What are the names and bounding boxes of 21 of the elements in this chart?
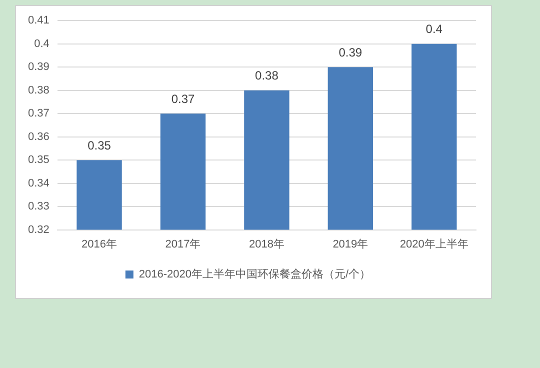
data-label: 0.39 xyxy=(338,45,362,60)
y-tick-label: 0.34 xyxy=(28,177,50,190)
data-label: 0.37 xyxy=(171,92,195,106)
x-tick-label: 2018年 xyxy=(248,238,284,250)
y-tick-label: 0.33 xyxy=(28,200,50,213)
legend-label: 2016-2020年上半年中国环保餐盒价格（元/个） xyxy=(138,268,371,281)
y-tick-label: 0.38 xyxy=(28,84,50,96)
x-tick-label: 2017年 xyxy=(165,238,201,250)
x-tick-label: 2020年上半年 xyxy=(400,237,468,250)
data-label: 0.35 xyxy=(88,138,112,152)
data-label: 0.38 xyxy=(255,68,279,83)
data-label: 0.4 xyxy=(426,22,443,36)
y-tick-label: 0.4 xyxy=(34,38,50,50)
y-tick-label: 0.36 xyxy=(28,130,50,143)
y-tick-label: 0.32 xyxy=(28,224,50,236)
y-tick-label: 0.41 xyxy=(28,14,50,27)
y-tick-label: 0.35 xyxy=(28,154,50,166)
y-tick-label: 0.37 xyxy=(28,108,50,120)
y-tick-label: 0.39 xyxy=(28,61,50,74)
x-tick-label: 2019年 xyxy=(332,238,368,250)
x-tick-label: 2016年 xyxy=(82,238,118,250)
